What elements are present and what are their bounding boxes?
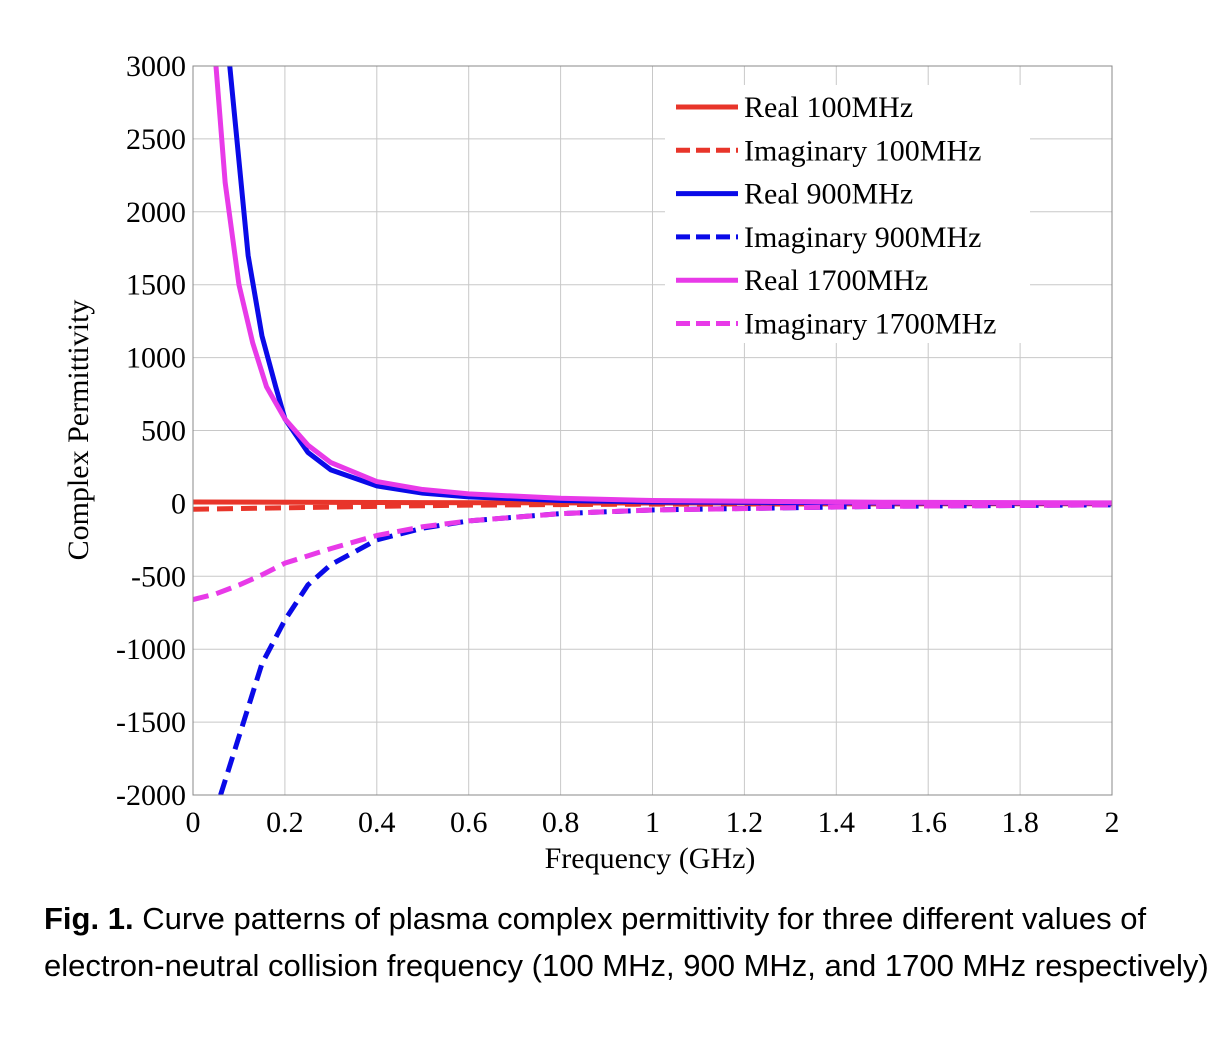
x-tick-label: 1.2 xyxy=(726,806,764,839)
x-tick-label: 1.6 xyxy=(909,806,947,839)
legend: Real 100MHz Imaginary 100MHz Real 900MHz Im… xyxy=(665,85,1030,343)
x-tick-label: 1 xyxy=(645,806,660,839)
x-tick-label: 0.6 xyxy=(450,806,488,839)
legend-label: Imaginary 1700MHz xyxy=(744,308,996,341)
y-tick-label: 1000 xyxy=(126,342,186,375)
tick-labels: 0 0.2 0.4 0.6 0.8 1 1.2 1.4 1.6 1.8 2 3000 2500 2000 1… xyxy=(116,50,1120,839)
y-tick-label: 0 xyxy=(171,487,186,520)
x-tick-label: 2 xyxy=(1105,806,1120,839)
x-tick-label: 0.4 xyxy=(358,806,396,839)
y-tick-label: -1000 xyxy=(116,633,186,666)
legend-label: Real 100MHz xyxy=(744,91,913,124)
x-tick-label: 0 xyxy=(186,806,201,839)
legend-label: Real 900MHz xyxy=(744,178,913,211)
y-tick-label: 3000 xyxy=(126,50,186,83)
x-tick-label: 1.4 xyxy=(818,806,856,839)
y-tick-label: 500 xyxy=(141,415,186,448)
legend-label: Imaginary 100MHz xyxy=(744,134,981,167)
y-tick-label: -2000 xyxy=(116,779,186,812)
x-tick-label: 0.8 xyxy=(542,806,580,839)
plot-frame xyxy=(192,65,1113,796)
chart: 0 0.2 0.4 0.6 0.8 1 1.2 1.4 1.6 1.8 2 3000 2500 2000 1… xyxy=(62,50,1120,875)
legend-label: Imaginary 900MHz xyxy=(744,221,981,254)
y-tick-label: -1500 xyxy=(116,706,186,739)
x-tick-label: 0.2 xyxy=(266,806,304,839)
x-tick-label: 1.8 xyxy=(1001,806,1039,839)
x-axis-label: Frequency (GHz) xyxy=(545,842,756,875)
legend-box xyxy=(665,85,1030,343)
y-axis-label: Complex Permittivity xyxy=(62,300,95,561)
y-tick-label: 2000 xyxy=(126,196,186,229)
series-lines xyxy=(193,66,1112,795)
y-tick-label: 1500 xyxy=(126,269,186,302)
caption-text: Curve patterns of plasma complex permitt… xyxy=(44,901,1209,983)
caption-label: Fig. 1. xyxy=(44,901,134,936)
figure-caption: Fig. 1. Curve patterns of plasma complex… xyxy=(44,895,1214,989)
legend-label: Real 1700MHz xyxy=(744,264,928,297)
y-tick-label: -500 xyxy=(131,560,186,593)
y-tick-label: 2500 xyxy=(126,123,186,156)
series-line-3 xyxy=(218,502,1112,795)
series-line-5 xyxy=(193,502,1112,603)
series-line-4 xyxy=(213,66,1112,506)
